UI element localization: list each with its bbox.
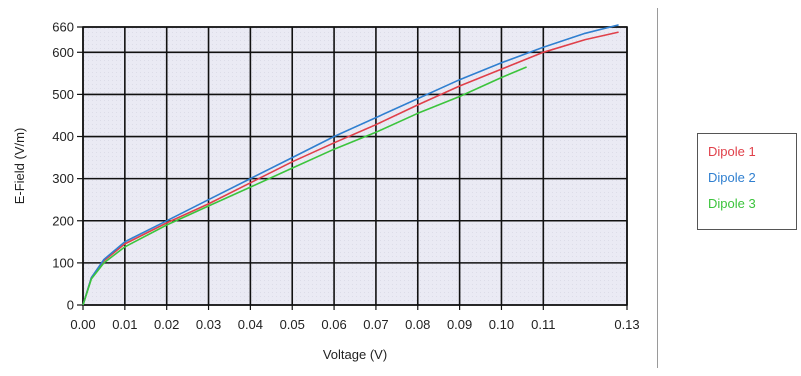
series-line-dipole-3	[82, 66, 527, 306]
y-axis-label: E-Field (V/m)	[12, 128, 27, 205]
series-layer	[82, 24, 619, 306]
x-tick-label: 0.00	[70, 317, 95, 332]
x-tick-label: 0.10	[489, 317, 514, 332]
y-tick-label: 500	[52, 87, 74, 102]
x-tick-label: 0.03	[196, 317, 221, 332]
axis-layer: 0.00 0.01 0.02 0.03 0.04 0.05 0.06 0.07 0.08 0.09…	[52, 20, 639, 333]
x-tick-label: 0.13	[614, 317, 639, 332]
x-tick-label: 0.05	[280, 317, 305, 332]
panel-divider	[657, 8, 658, 368]
x-tick-label: 0.09	[447, 317, 472, 332]
legend: Dipole 1 Dipole 2 Dipole 3	[697, 133, 797, 230]
y-tick-label: 600	[52, 45, 74, 60]
y-tick-label: 400	[52, 129, 74, 144]
y-tick-label: 300	[52, 171, 74, 186]
x-tick-label: 0.01	[112, 317, 137, 332]
x-tick-label: 0.02	[154, 317, 179, 332]
y-tick-label: 660	[52, 20, 74, 35]
x-tick-label: 0.08	[405, 317, 430, 332]
legend-entry-dipole-3: Dipole 3	[708, 196, 756, 211]
x-tick-label: 0.06	[321, 317, 346, 332]
y-tick-label: 0	[67, 298, 74, 313]
y-tick-label: 200	[52, 213, 74, 228]
x-tick-label: 0.04	[238, 317, 263, 332]
series-line-dipole-2	[82, 24, 619, 306]
legend-entry-dipole-2: Dipole 2	[708, 170, 756, 185]
y-tick-label: 100	[52, 255, 74, 270]
x-axis-label: Voltage (V)	[323, 347, 387, 362]
plot-frame	[82, 26, 628, 306]
plot-area	[83, 27, 627, 305]
x-tick-label: 0.11	[531, 317, 555, 332]
x-tick-label: 0.07	[363, 317, 388, 332]
series-line-dipole-1	[82, 31, 619, 306]
legend-entry-dipole-1: Dipole 1	[708, 144, 756, 159]
